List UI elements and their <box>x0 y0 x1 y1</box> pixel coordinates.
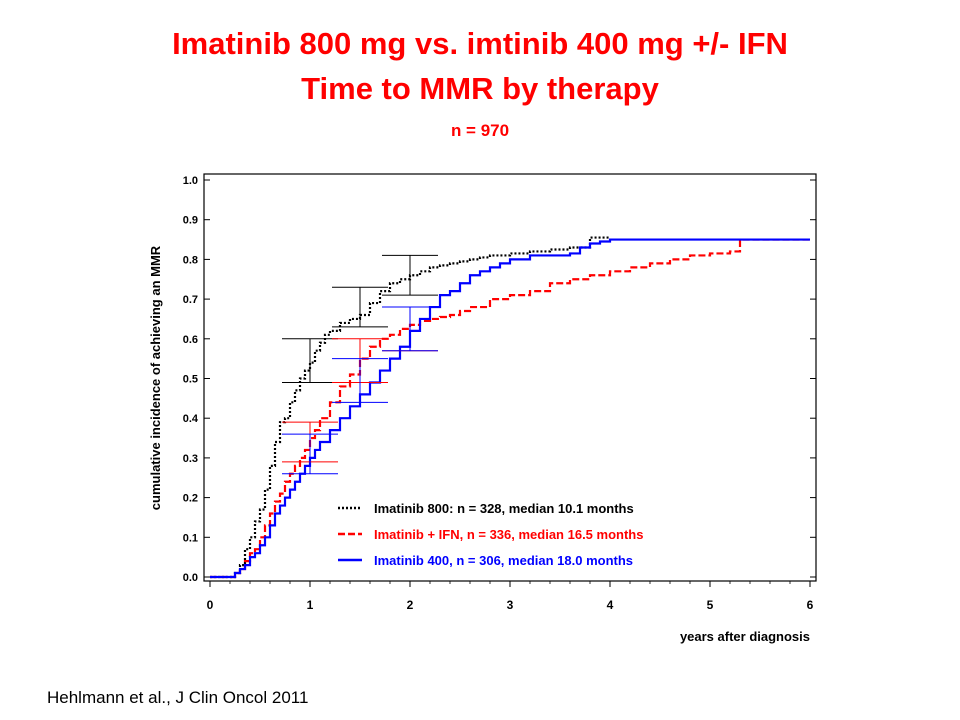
x-tick-label: 0 <box>207 598 214 612</box>
x-axis-label: years after diagnosis <box>680 629 810 644</box>
y-tick-label: 1.0 <box>183 175 198 187</box>
plot-frame <box>203 173 817 582</box>
y-tick-label: 0.6 <box>183 334 198 346</box>
y-tick-label: 0.0 <box>183 572 198 584</box>
y-tick-label: 0.4 <box>183 413 199 425</box>
y-axis-label: cumulative incidence of achieving an MMR <box>148 245 163 510</box>
sample-size: n = 970 <box>450 121 510 140</box>
x-tick-label: 4 <box>607 598 614 612</box>
series-line-3 <box>210 238 810 579</box>
legend-label-2: Imatinib + IFN, n = 336, median 16.5 mon… <box>374 527 643 542</box>
slide-title: Imatinib 800 mg vs. imtinib 400 mg +/- I… <box>172 26 788 61</box>
citation: Hehlmann et al., J Clin Oncol 2011 <box>47 688 309 707</box>
y-tick-label: 0.5 <box>183 374 198 386</box>
legend-label-3: Imatinib 400, n = 306, median 18.0 month… <box>374 553 633 568</box>
y-tick-label: 0.2 <box>183 493 198 505</box>
x-tick-label: 5 <box>707 598 714 612</box>
x-tick-label: 1 <box>307 598 314 612</box>
y-tick-label: 0.1 <box>183 532 198 544</box>
x-tick-label: 3 <box>507 598 514 612</box>
y-tick-label: 0.7 <box>183 294 198 306</box>
legend-label-1: Imatinib 800: n = 328, median 10.1 month… <box>374 501 634 516</box>
y-tick-label: 0.3 <box>183 453 198 465</box>
y-tick-label: 0.8 <box>183 254 198 266</box>
series-line-2 <box>210 238 810 579</box>
y-tick-label: 0.9 <box>183 215 198 227</box>
x-tick-label: 2 <box>407 598 414 612</box>
slide-subtitle: Time to MMR by therapy <box>301 71 659 106</box>
x-tick-label: 6 <box>807 598 814 612</box>
